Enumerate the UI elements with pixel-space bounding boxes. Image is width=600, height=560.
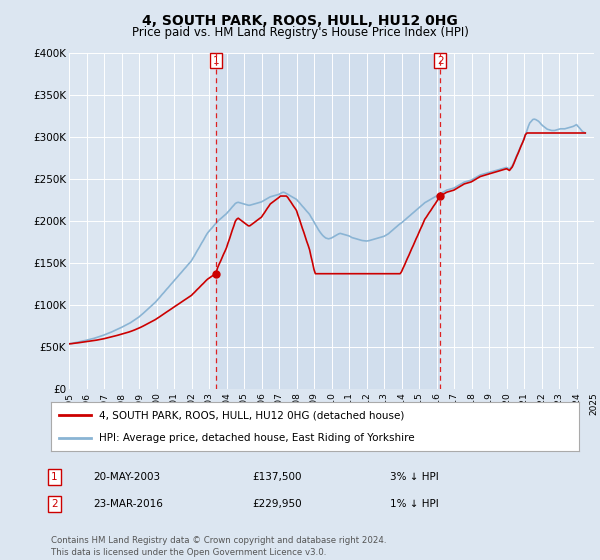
Text: £229,950: £229,950 [252, 499, 302, 509]
Text: 1% ↓ HPI: 1% ↓ HPI [390, 499, 439, 509]
Text: HPI: Average price, detached house, East Riding of Yorkshire: HPI: Average price, detached house, East… [98, 433, 414, 442]
Text: 4, SOUTH PARK, ROOS, HULL, HU12 0HG (detached house): 4, SOUTH PARK, ROOS, HULL, HU12 0HG (det… [98, 410, 404, 420]
Bar [215, 53, 440, 389]
Text: 1: 1 [51, 472, 58, 482]
Text: 3% ↓ HPI: 3% ↓ HPI [390, 472, 439, 482]
Text: Contains HM Land Registry data © Crown copyright and database right 2024.
This d: Contains HM Land Registry data © Crown c… [51, 536, 386, 557]
Text: Price paid vs. HM Land Registry's House Price Index (HPI): Price paid vs. HM Land Registry's House … [131, 26, 469, 39]
Text: 1: 1 [212, 56, 219, 66]
Text: 4, SOUTH PARK, ROOS, HULL, HU12 0HG: 4, SOUTH PARK, ROOS, HULL, HU12 0HG [142, 14, 458, 28]
Text: £137,500: £137,500 [252, 472, 302, 482]
Text: 23-MAR-2016: 23-MAR-2016 [93, 499, 163, 509]
Text: 2: 2 [437, 56, 443, 66]
Text: 20-MAY-2003: 20-MAY-2003 [93, 472, 160, 482]
Text: 2: 2 [51, 499, 58, 509]
